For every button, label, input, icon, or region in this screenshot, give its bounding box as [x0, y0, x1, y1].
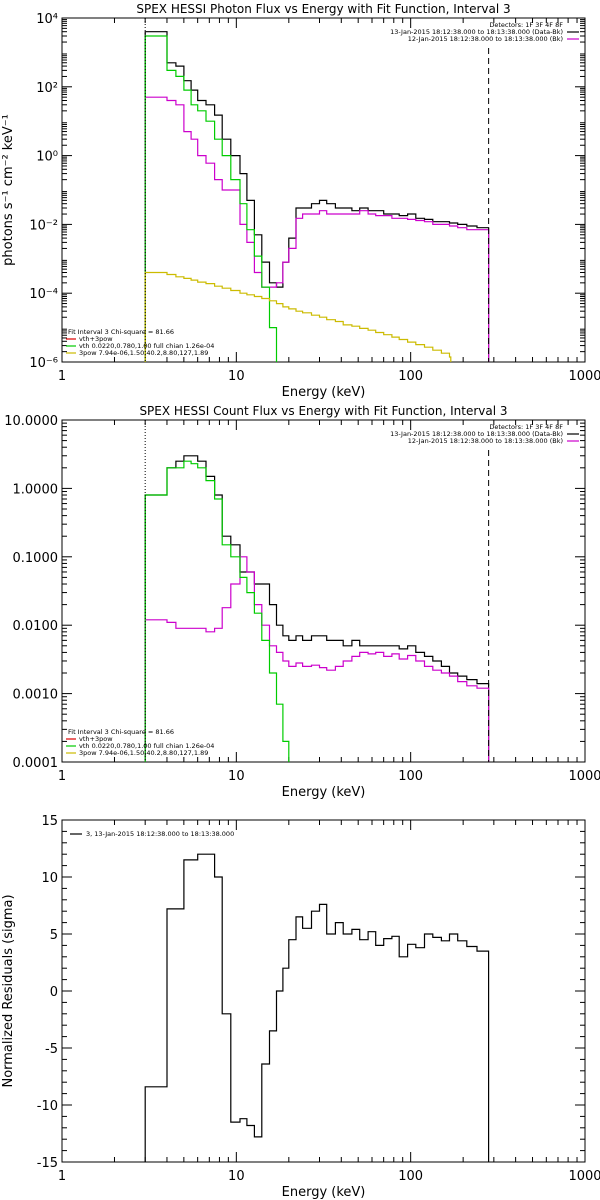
y-tick-label: 0.0010	[13, 688, 59, 703]
y-tick-label: 0.1000	[13, 551, 59, 566]
plot-area	[144, 853, 490, 1162]
chart-panel-1: SPEX HESSI Photon Flux vs Energy with Fi…	[1, 2, 600, 400]
y-tick-label: 10⁻²	[29, 218, 58, 233]
plot-area	[144, 18, 490, 362]
y-tick-label: 0.0100	[13, 619, 59, 634]
y-tick-label: -5	[45, 1042, 58, 1057]
x-tick-label: 1000	[568, 1169, 600, 1184]
x-axis-label: Energy (keV)	[282, 785, 366, 800]
data-series-line-1	[144, 853, 490, 1162]
x-tick-label: 10	[228, 769, 245, 784]
y-tick-label: 15	[41, 814, 58, 829]
y-tick-label: 10²	[36, 81, 58, 96]
y-axis-label: photons s⁻¹ cm⁻² keV⁻¹	[1, 114, 16, 266]
y-tick-label: 10.0000	[4, 414, 58, 429]
x-tick-label: 1000	[568, 369, 600, 384]
data-series-line-4	[144, 271, 452, 362]
x-tick-label: 1000	[568, 769, 600, 784]
legend-topright-entry: 13-Jan-2015 18:12:38.000 to 18:13:38.000…	[390, 28, 563, 36]
x-tick-label: 100	[398, 1169, 423, 1184]
y-tick-label: -10	[37, 1099, 58, 1114]
chart-title: SPEX HESSI Count Flux vs Energy with Fit…	[139, 404, 507, 418]
x-tick-label: 1	[58, 769, 66, 784]
y-tick-label: 10	[41, 871, 58, 886]
chart-panel-2: SPEX HESSI Count Flux vs Energy with Fit…	[4, 404, 600, 800]
legend-topright-entry: Detectors: 1F 3F 4F 8F	[489, 21, 563, 29]
legend-entry: 3, 13-Jan-2015 18:12:38.000 to 18:13:38.…	[86, 830, 234, 838]
x-axis-label: Energy (keV)	[282, 385, 366, 400]
y-tick-label: 10⁻⁶	[29, 356, 58, 371]
data-series-line-3	[144, 460, 290, 762]
legend-bottomleft-entry: 3pow 7.94e-06,1.50,40.2,8.80,127,1.89	[79, 349, 208, 357]
x-tick-label: 10	[228, 369, 245, 384]
legend-bottomleft-entry: Fit Interval 3 Chi-square = 81.66	[68, 728, 174, 736]
legend-bottomleft-entry: vth+3pow	[79, 335, 113, 343]
data-series-line-3	[144, 35, 278, 362]
legend-bottomleft-entry: vth 0.0220,0.780,1.00 full chian 1.26e-0…	[79, 742, 214, 750]
y-tick-label: 5	[50, 928, 58, 943]
data-series-line-2	[144, 556, 490, 762]
data-series-line-1	[144, 31, 490, 362]
legend-bottomleft-entry: 3pow 7.94e-06,1.50,40.2,8.80,127,1.89	[79, 749, 208, 757]
legend-topright-entry: 13-Jan-2015 18:12:38.000 to 18:13:38.000…	[390, 430, 563, 438]
legend-bottomleft-entry: vth+3pow	[79, 735, 113, 743]
legend-topright-entry: 12-Jan-2015 18:12:38.000 to 18:13:38.000…	[408, 35, 563, 43]
x-tick-label: 10	[228, 1169, 245, 1184]
y-tick-label: 0	[50, 985, 58, 1000]
legend-bottomleft-entry: Fit Interval 3 Chi-square = 81.66	[68, 328, 174, 336]
y-tick-label: -15	[37, 1156, 58, 1171]
data-series-line-2	[144, 96, 490, 362]
y-tick-label: 1.0000	[13, 482, 59, 497]
legend-bottomleft-entry: vth 0.0220,0.780,1.00 full chian 1.26e-0…	[79, 342, 214, 350]
chart-panel-3: 1 10 100 1000 -15 -10 -5 0 5 10 15 Energy (keV) Norm…	[1, 814, 600, 1200]
plot-area	[144, 420, 490, 762]
x-tick-label: 1	[58, 369, 66, 384]
plot-frame	[61, 419, 586, 763]
y-tick-label: 10⁴	[36, 12, 58, 27]
legend-topright-entry: 12-Jan-2015 18:12:38.000 to 18:13:38.000…	[408, 437, 563, 445]
legend-topright-entry: Detectors: 1F 3F 4F 8F	[489, 423, 563, 431]
y-tick-label: 10⁻⁴	[29, 287, 58, 302]
y-tick-label: 0.0001	[13, 756, 59, 771]
x-tick-label: 1	[58, 1169, 66, 1184]
plot-frame	[61, 17, 586, 363]
y-axis-label: Normalized Residuals (sigma)	[1, 894, 16, 1087]
chart-title: SPEX HESSI Photon Flux vs Energy with Fi…	[136, 2, 510, 16]
x-axis-label: Energy (keV)	[282, 1185, 366, 1200]
x-tick-label: 100	[398, 369, 423, 384]
y-tick-label: 10⁰	[36, 150, 58, 165]
x-tick-label: 100	[398, 769, 423, 784]
